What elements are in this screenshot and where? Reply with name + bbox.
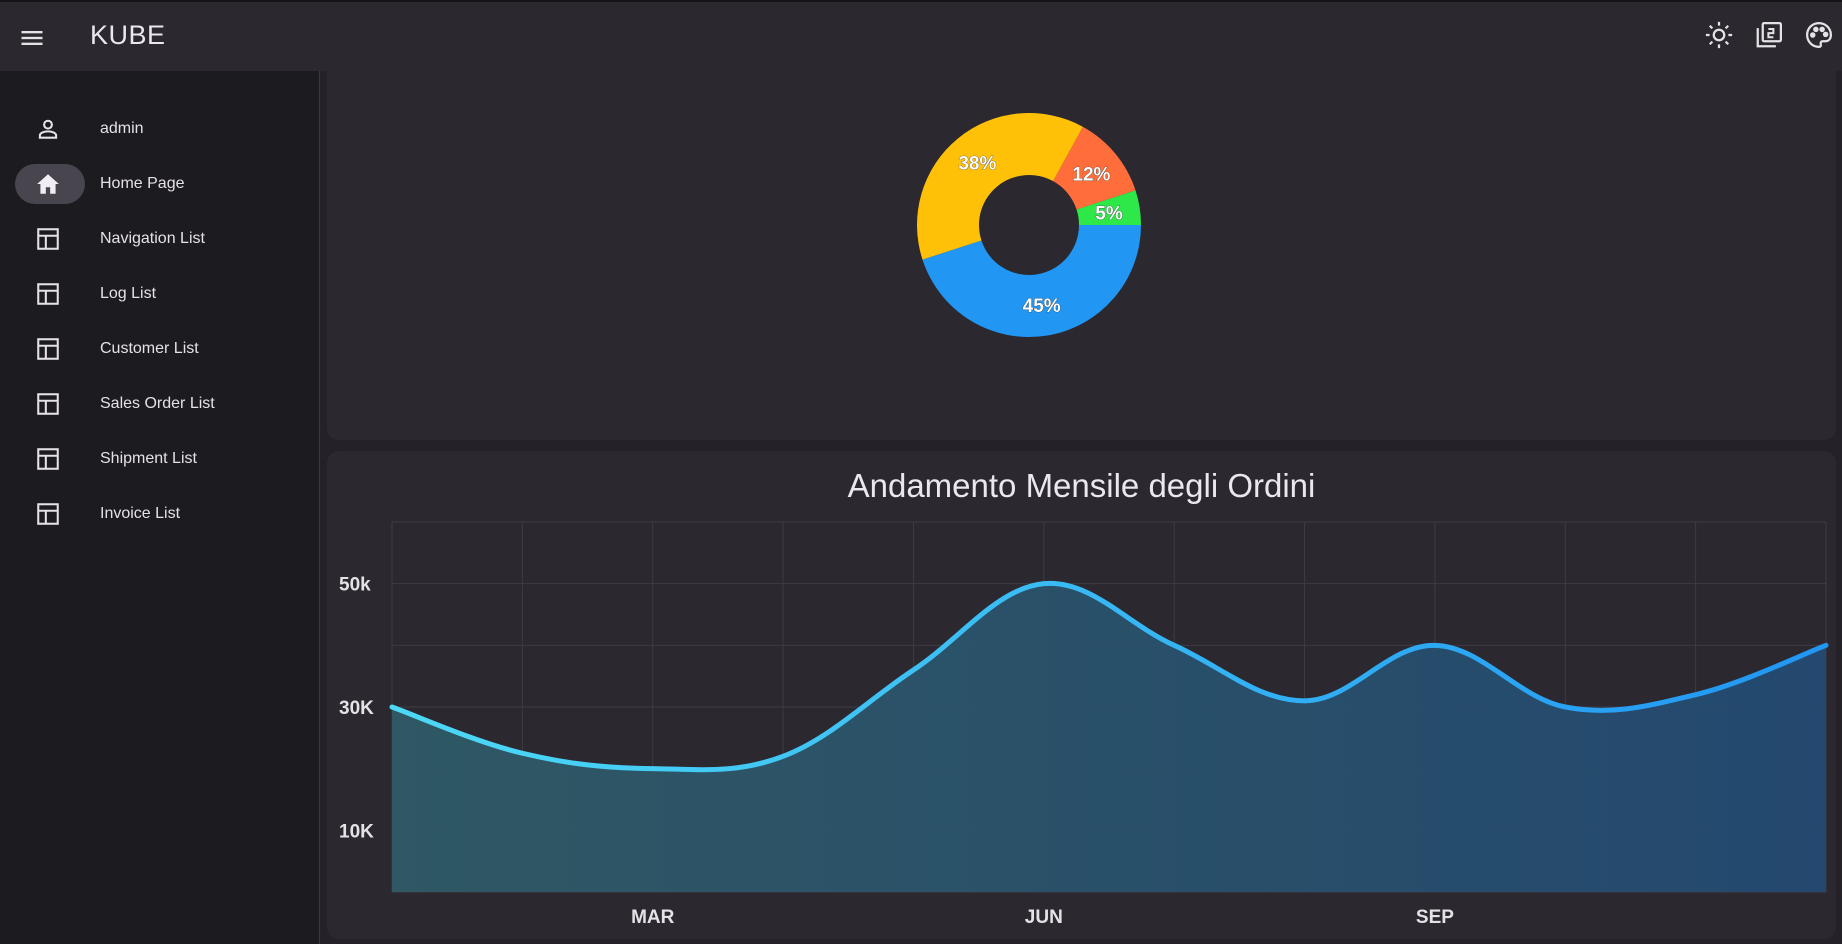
y-tick-label: 30K [339,698,374,719]
table-icon [37,448,59,470]
donut-slice-label: 45% [1023,296,1061,317]
sidebar-item-label: Log List [100,285,157,302]
sidebar-item-navigation-list[interactable]: Navigation List [15,219,305,259]
x-tick-label: MAR [631,907,675,928]
y-tick-label: 50k [339,575,371,596]
donut-slice[interactable] [1076,190,1141,225]
home-icon [37,174,59,194]
table-icon [37,503,59,525]
sidebar-item-label: Navigation List [100,230,205,247]
chart-title: Andamento Mensile degli Ordini [847,467,1316,504]
donut-slice-label: 12% [1072,164,1110,185]
sidebar-item-shipment-list[interactable]: Shipment List [15,439,305,479]
sidebar-item-label: Home Page [100,175,185,192]
donut-slice-label: 38% [958,154,996,175]
sidebar-item-admin[interactable]: admin [15,109,305,149]
sidebar-item-log-list[interactable]: Log List [15,274,305,314]
table-icon [37,228,59,250]
area-chart-card: Andamento Mensile degli Ordini 10K 30K 50k… [327,451,1836,939]
donut-slice[interactable] [922,225,1141,337]
palette-icon[interactable] [1804,20,1834,50]
sidebar-item-customer-list[interactable]: Customer List [15,329,305,369]
app-title: KUBE [90,20,166,50]
area-chart: 10K 30K 50k MAR JUN SEP [339,521,1829,928]
sidebar-item-invoice-list[interactable]: Invoice List [15,494,305,534]
top-actions [1704,20,1834,50]
sidebar-item-label: Sales Order List [100,395,215,412]
sidebar-item-sales-order-list[interactable]: Sales Order List [15,384,305,424]
donut-slice[interactable] [917,112,1083,260]
sun-icon[interactable] [1704,20,1734,50]
donut-slice[interactable] [1053,126,1136,210]
table-icon [37,338,59,360]
x-tick-label: JUN [1025,907,1063,928]
sidebar-item-home-page[interactable]: Home Page [15,164,305,204]
series-line[interactable] [389,580,1829,773]
sidebar-item-label: admin [100,120,144,137]
sidebar: admin Home Page Navigation List Log List… [0,71,320,944]
area-fill [392,583,1826,892]
sidebar-item-label: Customer List [100,340,199,357]
library-icon[interactable] [1754,20,1784,50]
sidebar-item-label: Invoice List [100,505,181,522]
person-icon [38,119,58,139]
x-tick-label: SEP [1416,907,1454,928]
y-tick-label: 10K [339,821,374,842]
donut-chart-card: 45% 38% 12% 5% [327,50,1836,440]
sidebar-item-label: Shipment List [100,450,197,467]
table-icon [37,283,59,305]
donut-slice-label: 5% [1095,203,1123,224]
menu-icon[interactable] [18,24,46,52]
donut-chart: 45% 38% 12% 5% [917,112,1141,337]
table-icon [37,393,59,415]
